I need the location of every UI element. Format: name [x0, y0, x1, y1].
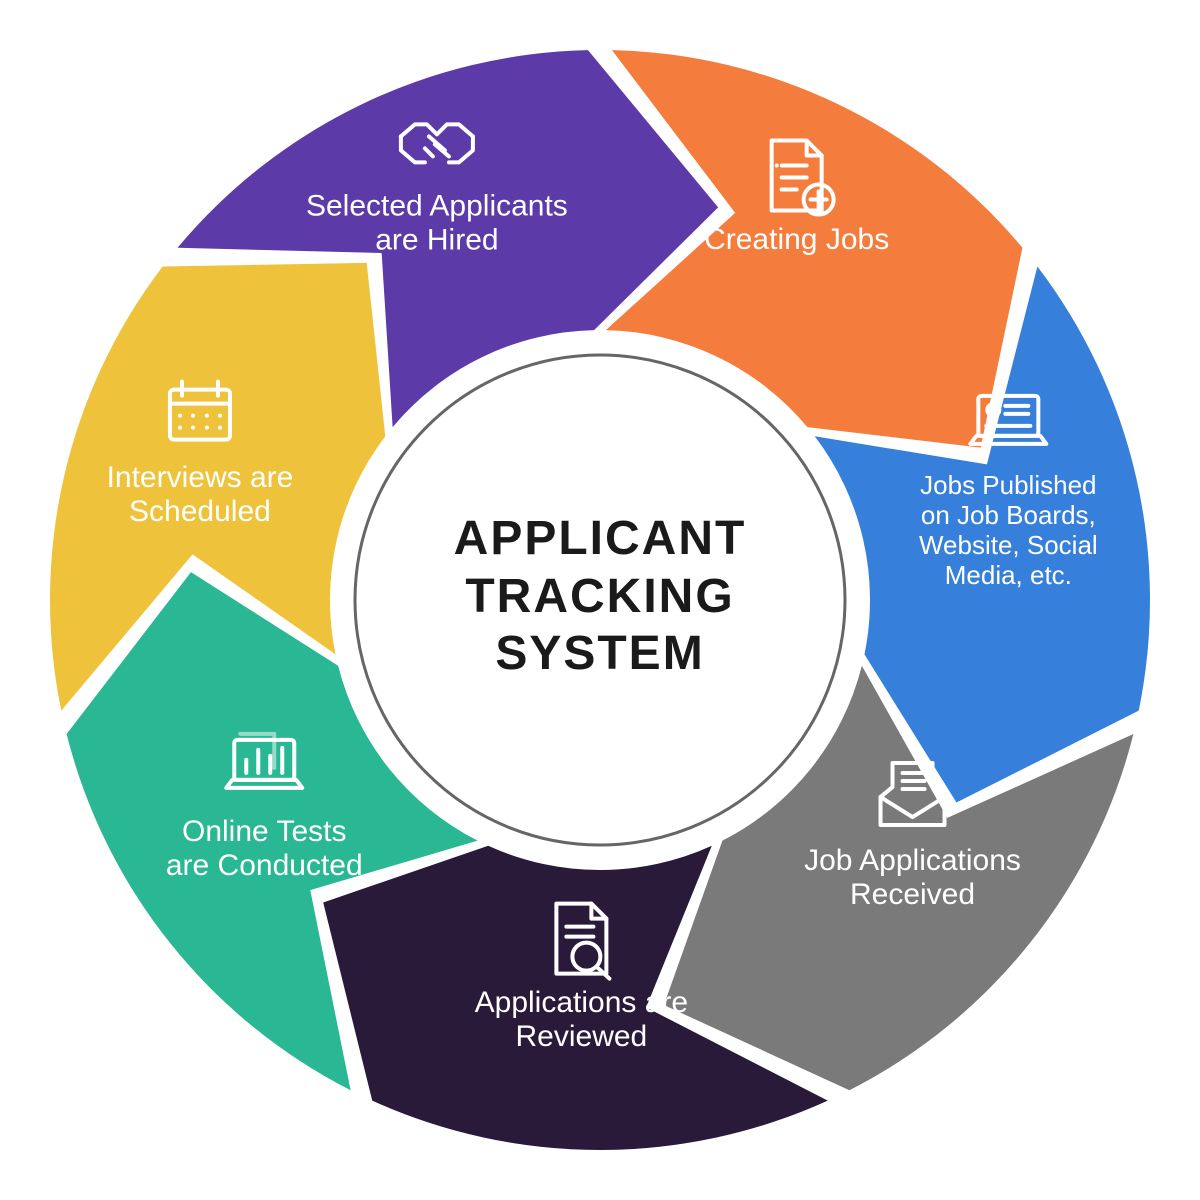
segment-label: Received	[850, 878, 975, 911]
segment-label: Job Applications	[804, 844, 1021, 877]
segment-label: Jobs Published	[920, 470, 1096, 500]
segment-label: Scheduled	[129, 495, 271, 528]
center-title-line3: SYSTEM	[390, 625, 810, 683]
segment-label: Creating Jobs	[704, 223, 889, 256]
segment-label: are Hired	[375, 224, 498, 257]
segment-label: Applications are	[475, 986, 688, 1019]
segment-label: Online Tests	[182, 815, 347, 848]
segment-label: Media, etc.	[945, 560, 1072, 590]
center-title: APPLICANT TRACKING SYSTEM	[390, 510, 810, 683]
center-title-line2: TRACKING	[390, 568, 810, 626]
segment-label: Website, Social	[919, 530, 1098, 560]
segment-label: on Job Boards,	[921, 500, 1096, 530]
center-title-line1: APPLICANT	[390, 510, 810, 568]
segment-label: Selected Applicants	[306, 190, 568, 223]
segment-label: Interviews are	[107, 461, 294, 494]
segment-label: are Conducted	[166, 849, 363, 882]
segment-label: Reviewed	[516, 1020, 648, 1053]
